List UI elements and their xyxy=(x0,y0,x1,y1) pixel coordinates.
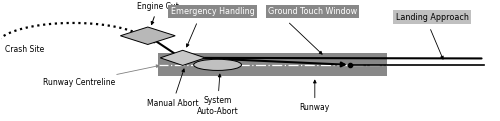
Text: Crash Site: Crash Site xyxy=(4,45,44,54)
Text: Ground Touch Window: Ground Touch Window xyxy=(268,7,357,16)
Text: Engine Cut: Engine Cut xyxy=(137,2,178,25)
Text: Emergency Handling: Emergency Handling xyxy=(170,7,254,16)
Text: Landing Approach: Landing Approach xyxy=(396,13,468,22)
Text: System
Auto-Abort: System Auto-Abort xyxy=(196,74,238,116)
Polygon shape xyxy=(160,50,205,65)
Circle shape xyxy=(194,59,242,70)
Text: Runway: Runway xyxy=(300,80,330,112)
Bar xyxy=(158,53,387,76)
Text: Runway Centreline: Runway Centreline xyxy=(43,65,159,87)
Polygon shape xyxy=(120,27,175,45)
Text: Manual Abort: Manual Abort xyxy=(147,69,199,108)
